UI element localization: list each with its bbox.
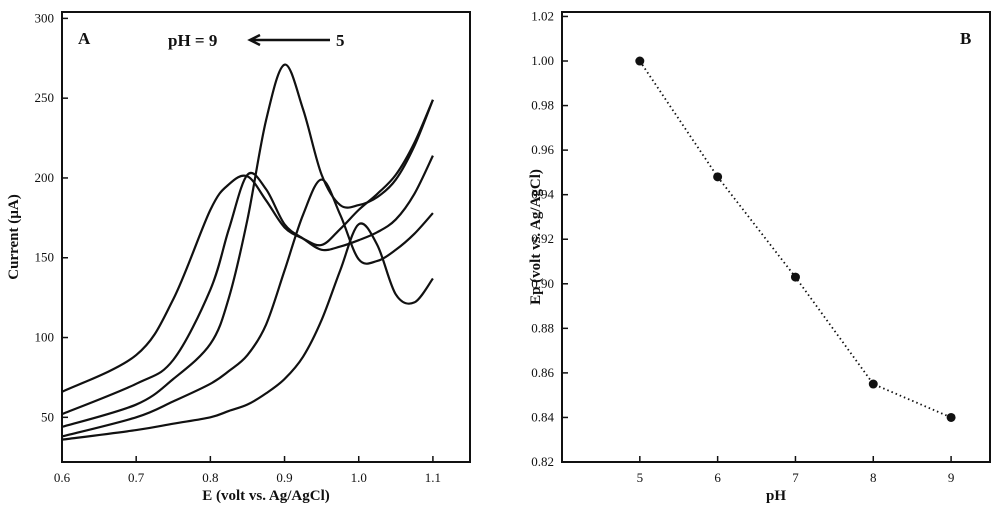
x-tick-label: 0.7 <box>128 470 145 485</box>
x-tick-label: 9 <box>948 470 955 485</box>
panel-label: A <box>78 29 91 48</box>
y-tick-label: 0.90 <box>531 276 554 291</box>
x-tick-label: 0.6 <box>54 470 71 485</box>
y-axis-label: Current (µA) <box>6 194 22 279</box>
y-tick-label: 0.88 <box>531 320 554 335</box>
data-point <box>790 272 800 282</box>
y-axis-label: Ep (volt vs. Ag/AgCl) <box>528 169 544 305</box>
data-point <box>868 379 878 389</box>
series-line <box>61 99 434 393</box>
annotation: pH = 9 <box>168 31 217 50</box>
x-tick-label: 0.8 <box>202 470 218 485</box>
y-tick-label: 0.86 <box>531 365 554 380</box>
x-tick-label: 6 <box>714 470 721 485</box>
ph-arrow <box>247 33 330 47</box>
y-tick-label: 1.02 <box>531 8 554 23</box>
y-tick-label: 0.94 <box>531 187 554 202</box>
y-tick-label: 200 <box>35 170 55 185</box>
y-tick-label: 0.92 <box>531 231 554 246</box>
panel-label: B <box>960 29 971 48</box>
series-line <box>61 155 434 416</box>
x-tick-label: 0.9 <box>276 470 292 485</box>
series-line <box>61 63 434 428</box>
x-tick-label: 1.1 <box>425 470 441 485</box>
y-tick-label: 0.96 <box>531 142 554 157</box>
annotation: 5 <box>336 31 345 50</box>
data-point <box>713 172 723 182</box>
y-tick-label: 50 <box>41 409 54 424</box>
x-tick-label: 5 <box>637 470 644 485</box>
y-tick-label: 150 <box>35 250 55 265</box>
series-line <box>639 60 952 419</box>
x-tick-label: 7 <box>792 470 799 485</box>
x-axis-label: pH <box>766 488 786 504</box>
x-tick-label: 1.0 <box>351 470 367 485</box>
y-tick-label: 1.00 <box>531 53 554 68</box>
y-tick-label: 0.82 <box>531 454 554 469</box>
series-line <box>61 178 434 438</box>
x-tick-label: 8 <box>870 470 877 485</box>
y-tick-label: 0.98 <box>531 98 554 113</box>
x-axis-label: E (volt vs. Ag/AgCl) <box>202 488 330 504</box>
y-tick-label: 0.84 <box>531 409 554 424</box>
y-tick-label: 100 <box>35 330 55 345</box>
data-point <box>946 412 956 422</box>
data-point <box>635 56 645 66</box>
series-line <box>61 222 434 441</box>
y-tick-label: 250 <box>35 90 55 105</box>
plot-frame <box>61 11 471 463</box>
y-tick-label: 300 <box>35 10 55 25</box>
plot-frame <box>561 11 991 463</box>
